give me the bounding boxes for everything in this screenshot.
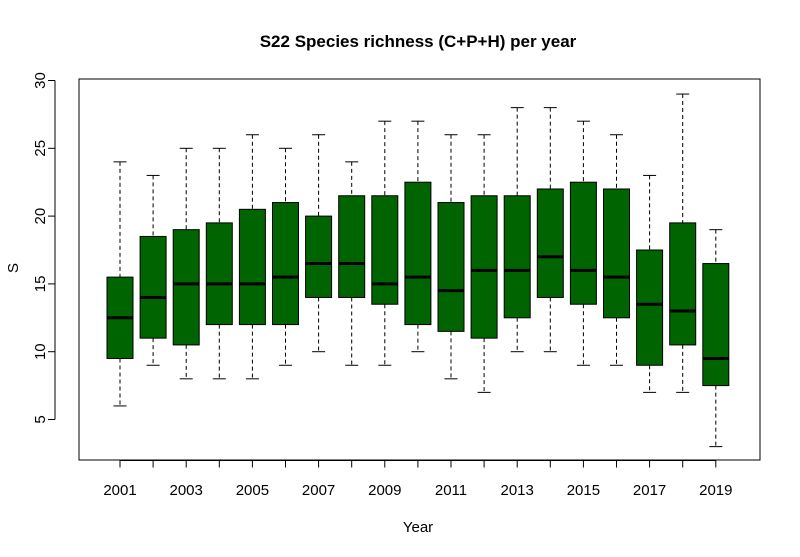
iqr-box bbox=[437, 202, 465, 332]
box-2017 bbox=[636, 174, 664, 393]
box-2011 bbox=[437, 134, 465, 380]
box-2013 bbox=[503, 107, 531, 353]
box-2008 bbox=[338, 161, 366, 366]
iqr-box bbox=[603, 188, 630, 319]
x-tick-label: 2011 bbox=[435, 482, 467, 499]
box-2001 bbox=[106, 161, 134, 407]
iqr-box bbox=[272, 202, 299, 326]
box-2005 bbox=[238, 134, 266, 380]
iqr-box bbox=[305, 215, 333, 298]
x-tick-label: 2015 bbox=[567, 482, 600, 499]
iqr-box bbox=[338, 195, 366, 298]
box-2015 bbox=[569, 120, 597, 366]
box-2003 bbox=[172, 147, 200, 380]
x-tick-label: 2017 bbox=[633, 482, 666, 499]
y-tick-label: 25 bbox=[32, 140, 49, 157]
y-axis: 5 10 15 20 25 30 bbox=[32, 72, 56, 424]
box-2012 bbox=[470, 134, 498, 393]
x-tick-label: 2009 bbox=[368, 482, 401, 499]
iqr-box bbox=[172, 229, 200, 346]
boxes bbox=[106, 93, 730, 448]
iqr-box bbox=[669, 222, 697, 346]
box-2014 bbox=[536, 107, 564, 353]
y-tick-label: 20 bbox=[32, 208, 49, 225]
iqr-box bbox=[371, 195, 399, 305]
box-2009 bbox=[371, 120, 399, 366]
x-tick-label: 2003 bbox=[170, 482, 203, 499]
iqr-box bbox=[536, 188, 564, 298]
box-2002 bbox=[139, 174, 167, 366]
iqr-box bbox=[404, 181, 432, 326]
chart-title: S22 Species richness (C+P+H) per year bbox=[260, 32, 577, 51]
y-tick-label: 10 bbox=[32, 343, 49, 360]
iqr-box bbox=[139, 235, 167, 339]
y-axis-label: S bbox=[5, 263, 22, 273]
box-2007 bbox=[305, 134, 333, 353]
x-axis-label: Year bbox=[403, 519, 433, 536]
y-tick-label: 15 bbox=[32, 276, 49, 293]
x-tick-label: 2013 bbox=[501, 482, 534, 499]
box-2016 bbox=[603, 134, 630, 366]
iqr-box bbox=[238, 208, 266, 326]
iqr-box bbox=[205, 222, 233, 326]
x-tick-label: 2019 bbox=[699, 482, 732, 499]
iqr-box bbox=[702, 263, 730, 387]
iqr-box bbox=[636, 249, 664, 366]
box-2018 bbox=[669, 93, 697, 393]
y-tick-label: 5 bbox=[32, 415, 49, 423]
x-tick-label: 2005 bbox=[236, 482, 269, 499]
iqr-box bbox=[470, 195, 498, 339]
x-axis: 2001 2003 2005 2007 2009 2011 2013 2015 2017 2019 bbox=[103, 460, 732, 499]
x-tick-label: 2001 bbox=[103, 482, 136, 499]
y-tick-label: 30 bbox=[32, 72, 49, 89]
box-2004 bbox=[205, 147, 233, 380]
x-tick-label: 2007 bbox=[302, 482, 335, 499]
iqr-box bbox=[569, 181, 597, 305]
box-2010 bbox=[404, 120, 432, 353]
box-2019 bbox=[702, 229, 730, 448]
iqr-box bbox=[503, 195, 531, 319]
box-2006 bbox=[272, 147, 299, 366]
